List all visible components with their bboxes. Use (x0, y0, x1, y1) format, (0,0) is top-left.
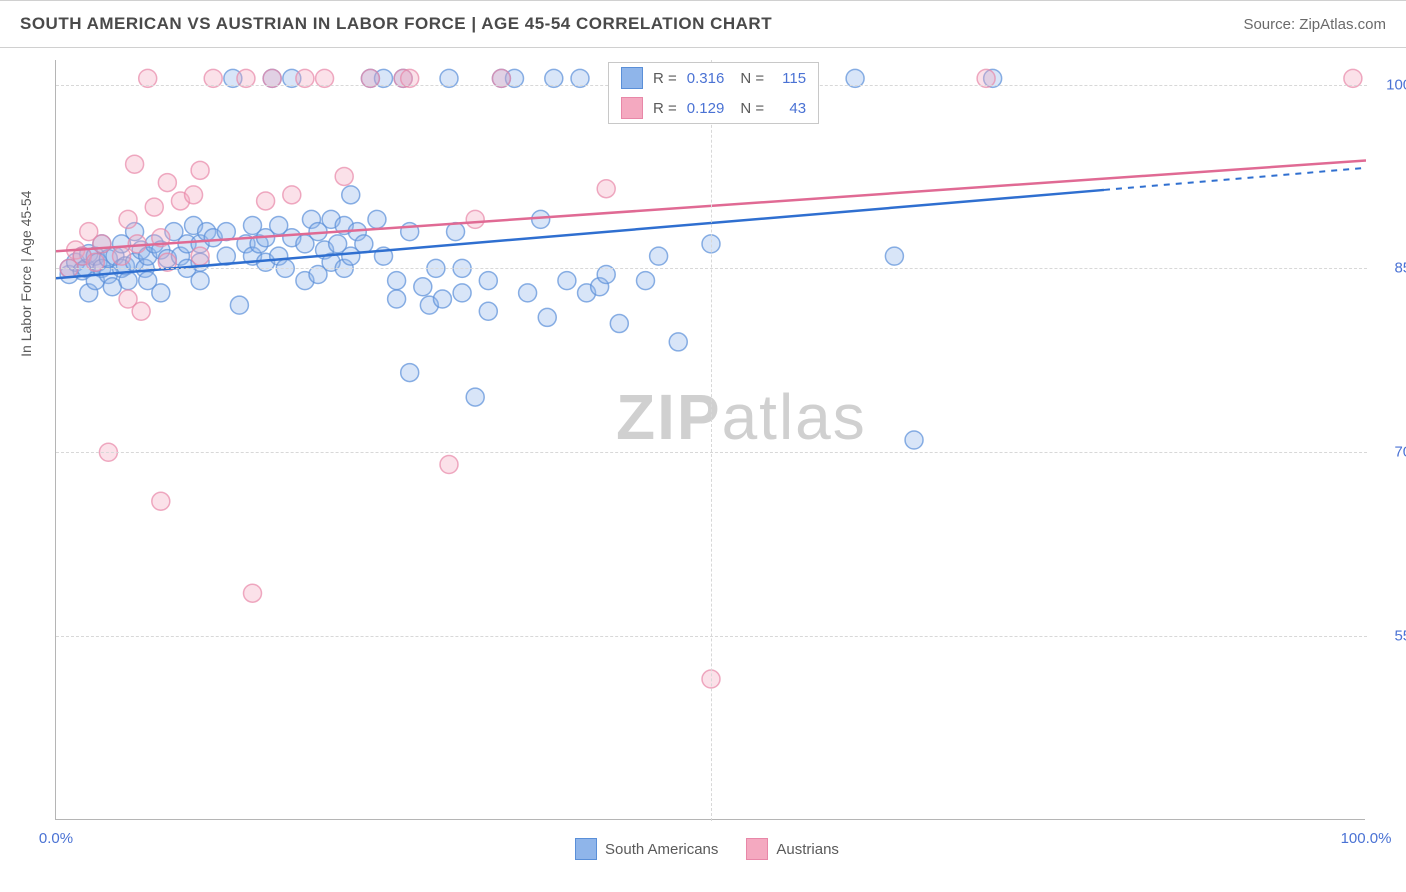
scatter-point (519, 284, 537, 302)
legend-r-label: R = (653, 70, 677, 87)
scatter-point (401, 364, 419, 382)
scatter-point (126, 155, 144, 173)
scatter-point (191, 247, 209, 265)
scatter-point (597, 180, 615, 198)
legend-r-label: R = (653, 100, 677, 117)
scatter-point (230, 296, 248, 314)
scatter-point (433, 290, 451, 308)
legend-n-label: N = (740, 100, 764, 117)
scatter-point (128, 235, 146, 253)
scatter-point (145, 198, 163, 216)
scatter-point (669, 333, 687, 351)
scatter-point (368, 210, 386, 228)
chart-title: SOUTH AMERICAN VS AUSTRIAN IN LABOR FORC… (20, 14, 772, 34)
legend-bottom: South Americans Austrians (575, 838, 839, 860)
scatter-point (414, 278, 432, 296)
scatter-point (191, 161, 209, 179)
scatter-point (132, 302, 150, 320)
scatter-point (650, 247, 668, 265)
scatter-point (335, 167, 353, 185)
legend-item: Austrians (746, 838, 839, 860)
scatter-point (191, 272, 209, 290)
scatter-point (342, 186, 360, 204)
legend-stats-box: R = 0.316 N = 115 R = 0.129 N = 43 (608, 62, 819, 124)
scatter-point (447, 223, 465, 241)
legend-n-value: 115 (774, 70, 806, 87)
scatter-point (113, 247, 131, 265)
gridline-v (711, 60, 712, 821)
scatter-point (466, 388, 484, 406)
scatter-point (119, 272, 137, 290)
scatter-point (185, 186, 203, 204)
legend-n-value: 43 (774, 100, 806, 117)
scatter-point (93, 235, 111, 253)
legend-stats-row: R = 0.316 N = 115 (609, 63, 818, 93)
scatter-point (152, 492, 170, 510)
scatter-point (538, 308, 556, 326)
legend-swatch (621, 97, 643, 119)
scatter-point (637, 272, 655, 290)
scatter-point (558, 272, 576, 290)
scatter-point (244, 584, 262, 602)
legend-swatch (575, 838, 597, 860)
chart-source: Source: ZipAtlas.com (1243, 16, 1386, 33)
ytick-label: 85.0% (1394, 260, 1406, 277)
scatter-point (466, 210, 484, 228)
scatter-point (283, 186, 301, 204)
ytick-label: 55.0% (1394, 628, 1406, 645)
scatter-point (158, 174, 176, 192)
legend-stats-row: R = 0.129 N = 43 (609, 93, 818, 123)
scatter-point (355, 235, 373, 253)
scatter-point (885, 247, 903, 265)
scatter-point (152, 284, 170, 302)
legend-item: South Americans (575, 838, 718, 860)
scatter-point (610, 315, 628, 333)
scatter-point (905, 431, 923, 449)
trend-line-dash (1104, 168, 1366, 190)
chart-header: SOUTH AMERICAN VS AUSTRIAN IN LABOR FORC… (0, 0, 1406, 48)
xtick-label: 0.0% (39, 830, 73, 847)
plot-area: ZIPatlas 55.0%70.0%85.0%100.0%0.0%100.0% (55, 60, 1365, 820)
legend-r-value: 0.129 (687, 100, 725, 117)
scatter-point (479, 272, 497, 290)
legend-item-label: South Americans (605, 841, 718, 858)
legend-swatch (746, 838, 768, 860)
scatter-point (388, 272, 406, 290)
ytick-label: 70.0% (1394, 444, 1406, 461)
legend-r-value: 0.316 (687, 70, 725, 87)
scatter-point (453, 284, 471, 302)
xtick-label: 100.0% (1341, 830, 1392, 847)
scatter-point (440, 456, 458, 474)
legend-n-label: N = (740, 70, 764, 87)
scatter-point (479, 302, 497, 320)
scatter-point (119, 210, 137, 228)
scatter-point (388, 290, 406, 308)
ytick-label: 100.0% (1386, 76, 1406, 93)
legend-swatch (621, 67, 643, 89)
scatter-point (257, 192, 275, 210)
scatter-point (532, 210, 550, 228)
yaxis-title: In Labor Force | Age 45-54 (18, 191, 34, 357)
legend-item-label: Austrians (776, 841, 839, 858)
